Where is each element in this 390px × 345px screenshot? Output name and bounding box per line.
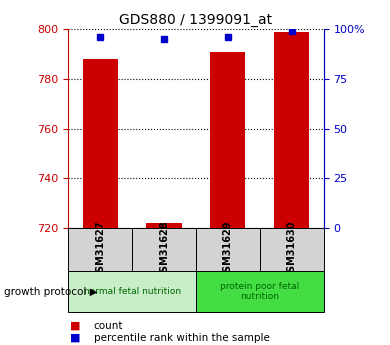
Text: growth protocol ▶: growth protocol ▶ xyxy=(4,287,98,296)
Text: ■: ■ xyxy=(70,333,81,343)
Bar xyxy=(196,228,260,271)
Text: percentile rank within the sample: percentile rank within the sample xyxy=(94,333,269,343)
Bar xyxy=(83,59,118,228)
Text: GSM31628: GSM31628 xyxy=(159,220,169,278)
Bar xyxy=(68,271,196,312)
Bar xyxy=(132,228,196,271)
Text: GSM31629: GSM31629 xyxy=(223,220,233,278)
Text: GSM31627: GSM31627 xyxy=(95,220,105,278)
Bar xyxy=(196,271,324,312)
Bar xyxy=(147,223,182,228)
Bar xyxy=(260,228,324,271)
Text: normal fetal nutrition: normal fetal nutrition xyxy=(83,287,181,296)
Bar xyxy=(274,32,309,228)
Bar xyxy=(68,228,132,271)
Bar xyxy=(210,52,245,228)
Text: protein poor fetal
nutrition: protein poor fetal nutrition xyxy=(220,282,300,301)
Text: count: count xyxy=(94,321,123,331)
Text: ■: ■ xyxy=(70,321,81,331)
Title: GDS880 / 1399091_at: GDS880 / 1399091_at xyxy=(119,13,273,27)
Text: GSM31630: GSM31630 xyxy=(287,220,297,278)
